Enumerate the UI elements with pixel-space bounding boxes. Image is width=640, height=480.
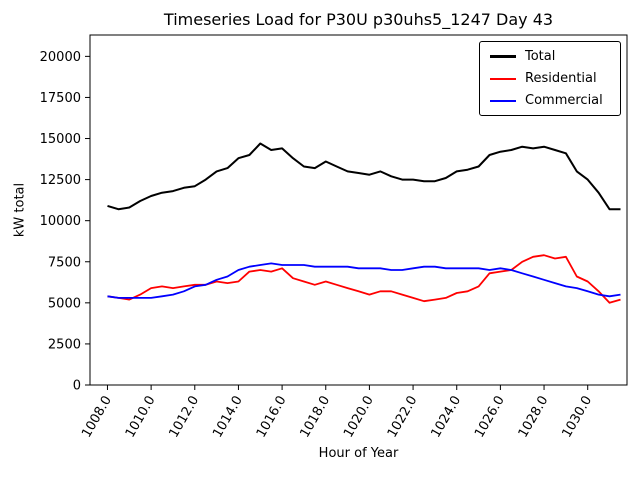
- x-tick-label: 1022.0: [385, 394, 421, 441]
- x-tick-label: 1008.0: [79, 394, 115, 441]
- x-tick-label: 1012.0: [167, 394, 203, 441]
- x-tick-label: 1014.0: [210, 394, 246, 441]
- y-tick-label: 17500: [40, 91, 81, 106]
- legend-label-residential: Residential: [525, 71, 597, 86]
- legend-line-sample-commercial: [490, 99, 516, 102]
- legend-label-total: Total: [525, 49, 556, 64]
- x-tick-label: 1020.0: [341, 394, 377, 441]
- y-tick-label: 12500: [40, 173, 81, 188]
- x-tick-label: 1024.0: [428, 394, 464, 441]
- legend-item-residential: Residential: [490, 71, 610, 86]
- x-axis-label: Hour of Year: [318, 446, 399, 461]
- series-line-total: [107, 142, 621, 211]
- y-tick-label: 7500: [48, 255, 81, 270]
- legend-item-total: Total: [490, 49, 610, 64]
- legend-item-commercial: Commercial: [490, 93, 610, 108]
- series-line-commercial: [107, 262, 621, 299]
- legend-line-sample-residential: [490, 77, 516, 80]
- y-tick-label: 20000: [40, 50, 81, 65]
- x-tick-label: 1026.0: [472, 394, 508, 441]
- series-line-residential: [107, 254, 621, 304]
- y-tick-label: 0: [73, 379, 81, 394]
- y-tick-label: 15000: [40, 132, 81, 147]
- x-tick-label: 1030.0: [559, 394, 595, 441]
- legend-label-commercial: Commercial: [525, 93, 603, 108]
- chart-title: Timeseries Load for P30U p30uhs5_1247 Da…: [163, 10, 554, 29]
- y-tick-label: 5000: [48, 296, 81, 311]
- x-tick-label: 1018.0: [297, 394, 333, 441]
- y-tick-label: 10000: [40, 214, 81, 229]
- legend-line-sample-total: [490, 55, 516, 58]
- y-axis-label: kW total: [12, 182, 28, 238]
- x-tick-label: 1028.0: [516, 394, 552, 441]
- x-tick-label: 1016.0: [254, 394, 290, 441]
- y-tick-label: 2500: [48, 337, 81, 352]
- plot-frame: [89, 34, 628, 386]
- legend: Total Residential Commercial: [479, 41, 621, 116]
- x-tick-label: 1010.0: [123, 394, 159, 441]
